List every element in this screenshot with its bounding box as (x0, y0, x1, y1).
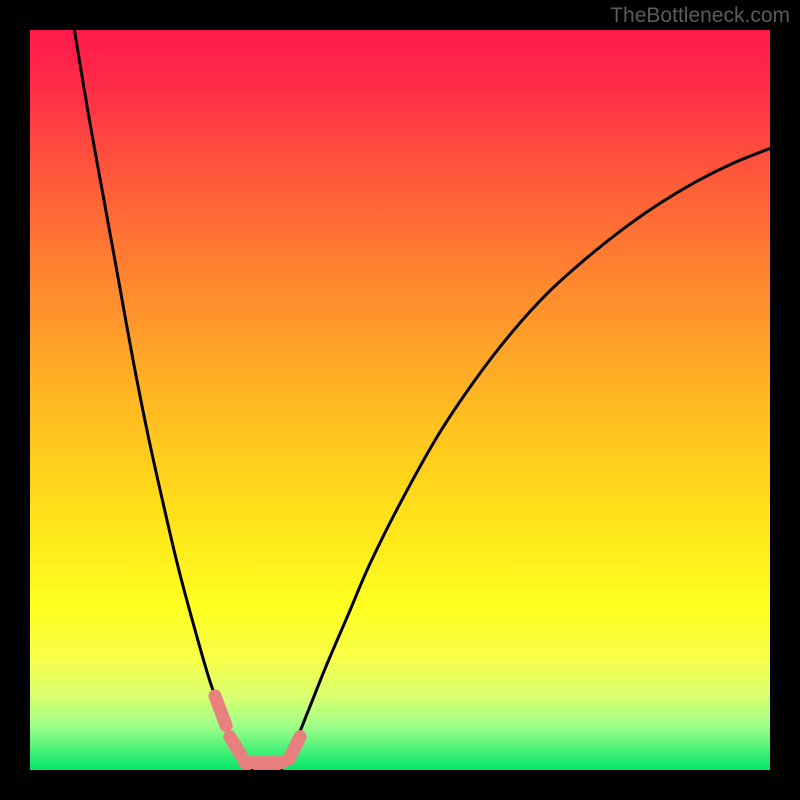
bottleneck-curve-chart (30, 30, 770, 770)
plot-area (30, 30, 770, 770)
watermark-text: TheBottleneck.com (610, 4, 790, 28)
chart-frame: TheBottleneck.com (0, 0, 800, 800)
